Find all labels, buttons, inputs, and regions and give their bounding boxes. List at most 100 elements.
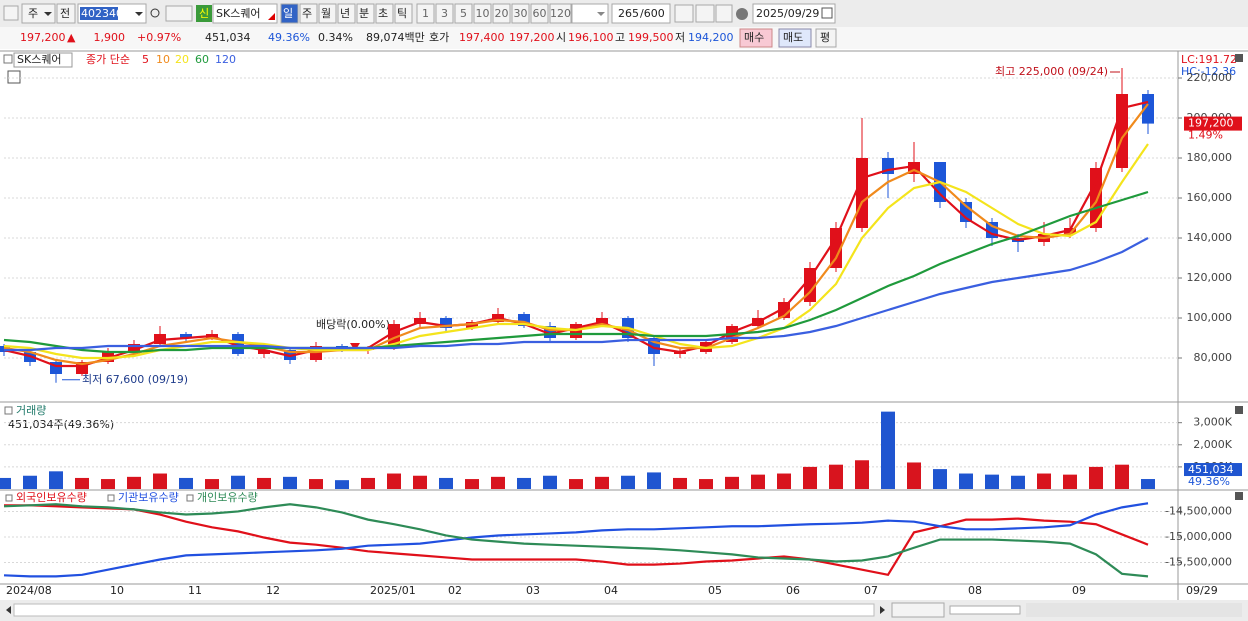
last-price-box [1184, 116, 1242, 131]
max-count: /600 [640, 7, 665, 20]
y-tick-label: 120,000 [1187, 271, 1233, 284]
period-button[interactable] [394, 3, 413, 24]
blank-select[interactable] [571, 3, 609, 24]
period-button[interactable] [356, 3, 375, 24]
new-badge: 신 [199, 7, 209, 20]
dropdown-arrow [597, 12, 605, 16]
volume: 451,034 [205, 31, 251, 44]
holding-line [4, 504, 1149, 577]
period-button[interactable] [337, 3, 356, 24]
interval-button[interactable] [530, 3, 549, 24]
table-icon[interactable] [7, 70, 21, 84]
y-tick-label: 2,000K [1193, 438, 1232, 451]
scroll-track[interactable] [13, 603, 875, 617]
speaker-icon[interactable] [165, 5, 193, 22]
last-volume-box [1184, 463, 1242, 477]
period-button[interactable] [318, 3, 337, 24]
legend-swatch [5, 494, 13, 502]
close-icon[interactable] [1235, 406, 1243, 414]
period-select[interactable] [21, 3, 56, 24]
date-box[interactable] [752, 3, 836, 24]
volume-bar [517, 477, 531, 489]
price: 197,200 [20, 31, 66, 44]
avg-button[interactable] [815, 28, 837, 48]
period-button[interactable] [280, 3, 299, 24]
interval-button[interactable] [454, 3, 473, 24]
volume-bar [543, 475, 557, 489]
save-icon[interactable] [715, 4, 733, 23]
menu-icon[interactable] [3, 5, 19, 21]
interval-text: 1 [422, 7, 429, 20]
x-tick-label: 2024/08 [6, 584, 52, 597]
last-price: 197,200 [1188, 117, 1234, 130]
prev-button[interactable] [56, 3, 76, 24]
buy-button[interactable] [739, 28, 773, 48]
interval-text: 60 [533, 7, 547, 20]
search-icon[interactable] [150, 8, 160, 18]
candle-body [1116, 94, 1128, 168]
candle-body [440, 318, 452, 328]
interval-button[interactable] [435, 3, 454, 24]
period-text: 분 [359, 7, 369, 20]
sell-button[interactable] [778, 28, 812, 48]
volume-bar [803, 466, 817, 489]
playback-controls[interactable] [891, 602, 945, 618]
period-button[interactable] [375, 3, 394, 24]
ma-line [3, 190, 1149, 354]
interval-button[interactable] [416, 3, 435, 24]
x-tick-label: 02 [448, 584, 462, 597]
volume-bar [257, 477, 271, 489]
period-button[interactable] [299, 3, 318, 24]
volume-bar [231, 475, 245, 489]
volume-bar [829, 464, 843, 489]
volume-bar [0, 477, 11, 489]
legend-entry: 5 [142, 53, 149, 66]
interval-button[interactable] [492, 3, 511, 24]
ma-line [4, 237, 1149, 352]
high: 199,500 [628, 31, 674, 44]
holding-line [3, 503, 1149, 578]
scroll-right[interactable] [880, 606, 885, 614]
low-label: 저 [675, 31, 685, 44]
volume-bar [985, 474, 999, 489]
legend-entry: 외국인보유수량 [16, 491, 87, 504]
period-text: 틱 [397, 7, 407, 20]
tool-icons[interactable] [1026, 603, 1242, 617]
stock-name: SK스퀘어 [216, 7, 261, 20]
tool-icon[interactable] [695, 4, 715, 23]
settings-icon[interactable] [736, 8, 748, 20]
interval-button[interactable] [549, 3, 572, 24]
high-annotation: 최고 225,000 (09/24) [995, 65, 1108, 78]
candle-body [1142, 94, 1154, 124]
legend-title: SK스퀘어 [17, 53, 62, 66]
volume-bar [75, 477, 89, 489]
close-icon[interactable] [1235, 54, 1243, 62]
close-icon[interactable] [1235, 492, 1243, 500]
interval-button[interactable] [473, 3, 492, 24]
zoom-slider[interactable] [949, 605, 1021, 615]
tool-icon[interactable] [674, 4, 694, 23]
volume-bar [959, 473, 973, 489]
calendar-icon[interactable] [821, 7, 833, 19]
dropdown-arrow [44, 12, 52, 16]
date: 2025/09/29 [756, 7, 819, 20]
volume-bar [1011, 475, 1025, 489]
price-arrow: ▲ [67, 31, 76, 44]
name-box[interactable] [212, 3, 278, 24]
volume-bar [127, 476, 141, 489]
interval-button[interactable] [511, 3, 530, 24]
lc-label: LC:191.72 [1181, 53, 1237, 66]
count-box[interactable] [611, 3, 671, 24]
scroll-left[interactable] [6, 606, 11, 614]
amount: 89,074백만 [366, 31, 425, 44]
y-tick-label: 140,000 [1187, 231, 1233, 244]
interval-text: 3 [441, 7, 448, 20]
candle-body [856, 158, 868, 228]
y-tick-label: 3,000K [1193, 416, 1232, 429]
x-tick-label: 07 [864, 584, 878, 597]
panel-icon[interactable] [4, 406, 13, 415]
panel-icon[interactable] [3, 54, 13, 64]
ex-dividend: 배당락(0.00%) [316, 318, 390, 331]
volume-title: 거래량 [16, 404, 46, 417]
sell-text: 매도 [783, 31, 803, 44]
